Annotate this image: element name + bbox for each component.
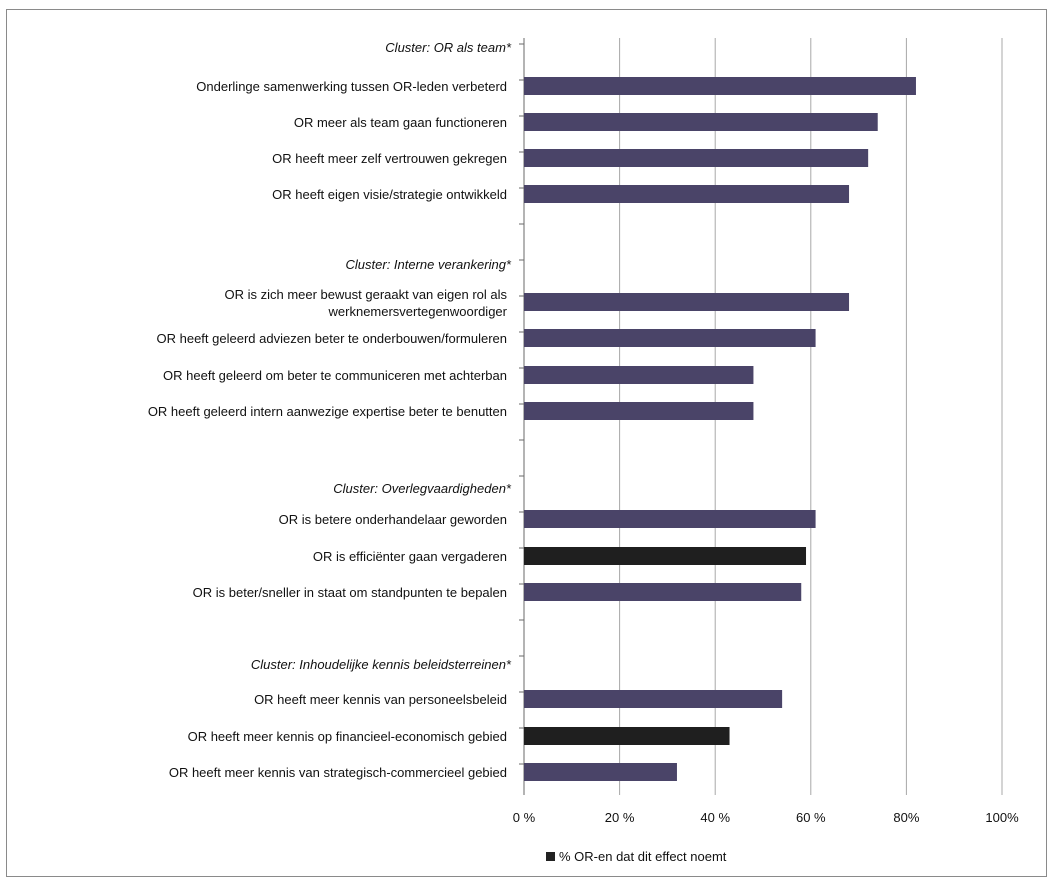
- category-label: werknemersvertegenwoordiger: [328, 304, 508, 319]
- category-label: OR heeft meer kennis op financieel-econo…: [188, 729, 507, 744]
- bar: [524, 293, 850, 311]
- category-label: OR heeft meer zelf vertrouwen gekregen: [272, 151, 507, 166]
- category-label: OR heeft meer kennis van strategisch-com…: [169, 765, 507, 780]
- bar: [524, 113, 878, 131]
- bar: [524, 77, 916, 95]
- bar: [524, 763, 677, 781]
- x-tick-label: 100%: [985, 810, 1019, 825]
- bar: [524, 727, 730, 745]
- legend-swatch: [546, 852, 555, 861]
- category-label: OR heeft eigen visie/strategie ontwikkel…: [272, 187, 507, 202]
- category-label: OR is efficiënter gaan vergaderen: [313, 549, 507, 564]
- x-tick-label: 20 %: [605, 810, 635, 825]
- cluster-label: Cluster: Interne verankering*: [346, 257, 512, 272]
- category-label: OR is zich meer bewust geraakt van eigen…: [224, 287, 507, 302]
- category-label: OR heeft geleerd intern aanwezige expert…: [148, 404, 507, 419]
- x-tick-label: 40 %: [700, 810, 730, 825]
- bar: [524, 510, 816, 528]
- legend-label: % OR-en dat dit effect noemt: [559, 849, 727, 864]
- x-tick-label: 80%: [893, 810, 919, 825]
- bar: [524, 185, 850, 203]
- bar: [524, 366, 754, 384]
- bar: [524, 149, 869, 167]
- category-label: OR heeft geleerd adviezen beter te onder…: [157, 331, 508, 346]
- bar: [524, 547, 807, 565]
- bar: [524, 402, 754, 420]
- x-tick-label: 60 %: [796, 810, 826, 825]
- category-label: Onderlinge samenwerking tussen OR-leden …: [196, 79, 507, 94]
- bar: [524, 583, 802, 601]
- cluster-label: Cluster: Inhoudelijke kennis beleidsterr…: [251, 657, 512, 672]
- category-label: OR meer als team gaan functioneren: [294, 115, 507, 130]
- bar: [524, 690, 783, 708]
- category-label: OR heeft meer kennis van personeelsbelei…: [254, 692, 507, 707]
- category-label: OR is betere onderhandelaar geworden: [279, 512, 507, 527]
- x-tick-label: 0 %: [513, 810, 536, 825]
- category-label: OR is beter/sneller in staat om standpun…: [193, 585, 507, 600]
- bar: [524, 329, 816, 347]
- category-label: OR heeft geleerd om beter te communicere…: [163, 368, 507, 383]
- cluster-label: Cluster: Overlegvaardigheden*: [333, 481, 512, 496]
- cluster-label: Cluster: OR als team*: [385, 40, 512, 55]
